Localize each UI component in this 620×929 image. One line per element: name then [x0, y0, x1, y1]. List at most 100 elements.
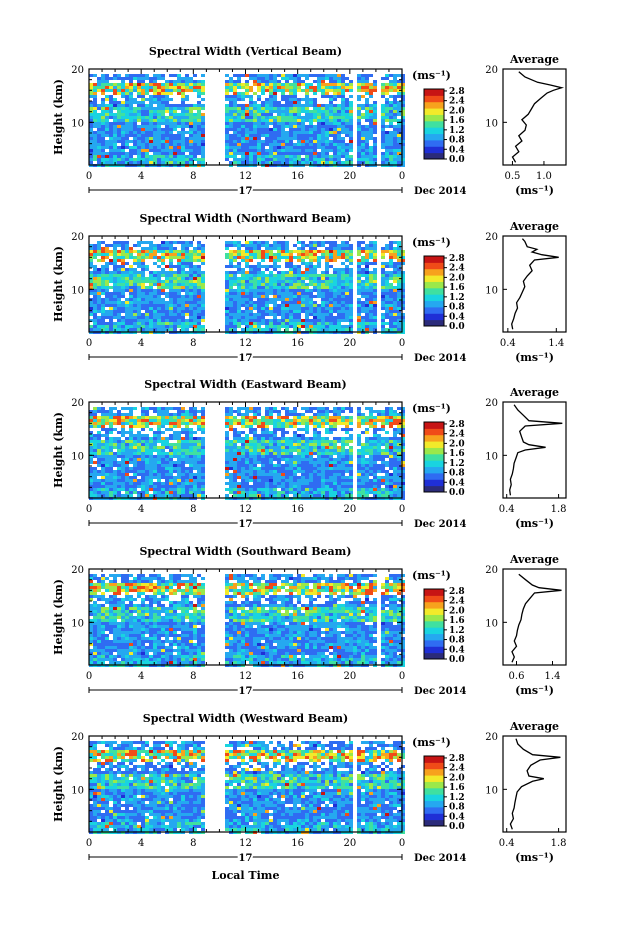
heatmap-cell [229, 86, 233, 89]
heatmap-cell [225, 158, 229, 161]
heatmap-cell [289, 250, 293, 253]
heatmap-cell [321, 325, 325, 328]
heatmap-cell [317, 155, 321, 158]
heatmap-cell [401, 164, 405, 167]
heatmap-cell [237, 95, 241, 98]
heatmap-cell [313, 416, 317, 419]
heatmap-cell [245, 128, 249, 131]
heatmap-cell [401, 89, 405, 92]
heatmap-cell [297, 134, 301, 137]
heatmap-cell [301, 131, 305, 134]
heatmap-cell [277, 116, 281, 119]
heatmap-cell [305, 149, 309, 152]
heatmap-cell [101, 274, 105, 277]
heatmap-cell [225, 316, 229, 319]
heatmap-cell [329, 89, 333, 92]
heatmap-cell [113, 247, 117, 250]
heatmap-cell [349, 274, 353, 277]
heatmap-cell [321, 310, 325, 313]
heatmap-cell [149, 298, 153, 301]
heatmap-cell [337, 116, 341, 119]
heatmap-cell [117, 286, 121, 289]
heatmap-cell [253, 125, 257, 128]
heatmap-cell [201, 158, 205, 161]
heatmap-cell [133, 152, 137, 155]
heatmap-cell [249, 437, 253, 440]
heatmap-cell [177, 268, 181, 271]
heatmap-cell [109, 304, 113, 307]
heatmap-cell [273, 319, 277, 322]
heatmap-cell [237, 410, 241, 413]
heatmap-cell [321, 110, 325, 113]
heatmap-cell [365, 313, 369, 316]
heatmap-cell [289, 98, 293, 101]
heatmap-cell [117, 161, 121, 164]
heatmap-cell [309, 101, 313, 104]
heatmap-cell [149, 158, 153, 161]
heatmap-cell [89, 104, 93, 107]
heatmap-cell [313, 247, 317, 250]
colorbar-segment [424, 275, 444, 282]
heatmap-cell [365, 140, 369, 143]
heatmap-cell [261, 134, 265, 137]
heatmap-cell [189, 295, 193, 298]
heatmap-cell [373, 313, 377, 316]
heatmap-cell [385, 322, 389, 325]
heatmap-cell [173, 277, 177, 280]
heatmap-cell [141, 301, 145, 304]
heatmap-cell [113, 107, 117, 110]
heatmap-cell [265, 280, 269, 283]
heatmap-cell [357, 271, 361, 274]
heatmap-cell [249, 316, 253, 319]
heatmap-cell [281, 304, 285, 307]
heatmap-cell [301, 307, 305, 310]
heatmap-cell [269, 274, 273, 277]
heatmap-cell [269, 422, 273, 425]
heatmap-cell [225, 119, 229, 122]
heatmap-cell [189, 440, 193, 443]
heatmap-cell [337, 313, 341, 316]
heatmap-cell [321, 286, 325, 289]
colorbar-segment [424, 139, 444, 147]
heatmap-cell [285, 89, 289, 92]
heatmap-cell [105, 158, 109, 161]
heatmap-cell [229, 313, 233, 316]
heatmap-cell [233, 316, 237, 319]
heatmap-cell [365, 265, 369, 268]
heatmap-cell [133, 74, 137, 77]
heatmap-cell [253, 80, 257, 83]
heatmap-cell [189, 289, 193, 292]
heatmap-cell [193, 431, 197, 434]
heatmap-cell [93, 434, 97, 437]
heatmap-cell [249, 140, 253, 143]
heatmap-cell [309, 310, 313, 313]
heatmap-cell [361, 149, 365, 152]
heatmap-cell [101, 116, 105, 119]
heatmap-cell [141, 434, 145, 437]
heatmap-cell [153, 86, 157, 89]
heatmap-cell [185, 161, 189, 164]
heatmap-cell [157, 143, 161, 146]
heatmap-cell [369, 410, 373, 413]
heatmap-cell [161, 322, 165, 325]
heatmap-cell [201, 259, 205, 262]
heatmap-cell [169, 298, 173, 301]
heatmap-cell [393, 128, 397, 131]
heatmap-cell [169, 443, 173, 446]
heatmap-cell [269, 434, 273, 437]
heatmap-cell [281, 419, 285, 422]
heatmap-cell [377, 434, 381, 437]
heatmap-cell [389, 110, 393, 113]
heatmap-cell [361, 422, 365, 425]
heatmap-cell [373, 128, 377, 131]
heatmap-cell [401, 137, 405, 140]
heatmap-cell [309, 74, 313, 77]
heatmap-cell [317, 325, 321, 328]
heatmap-cell [197, 319, 201, 322]
heatmap-cell [229, 125, 233, 128]
heatmap-cell [273, 155, 277, 158]
heatmap-cell [173, 146, 177, 149]
heatmap-cell [365, 422, 369, 425]
heatmap-cell [157, 134, 161, 137]
heatmap-cell [89, 413, 93, 416]
